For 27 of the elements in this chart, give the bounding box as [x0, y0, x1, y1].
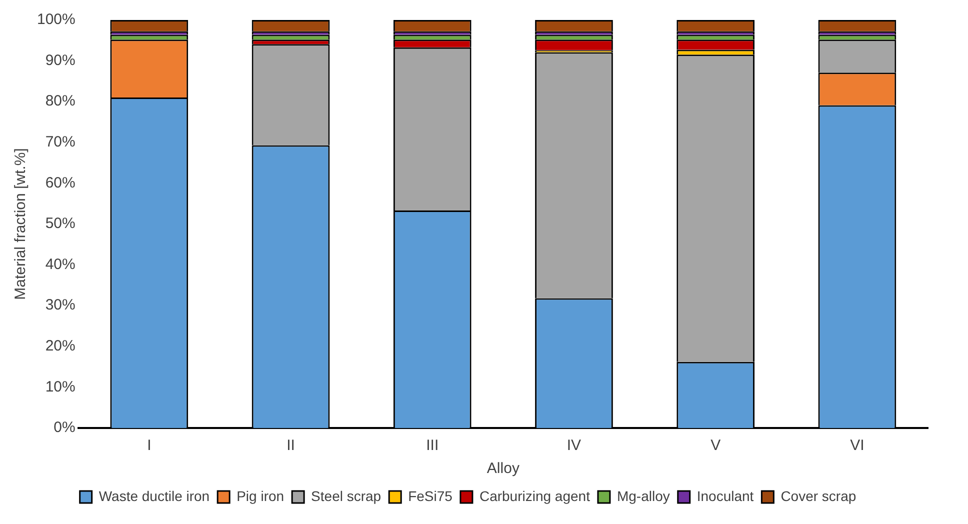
x-tick-label: III [426, 437, 439, 454]
legend-label: FeSi75 [408, 488, 453, 504]
y-tick-label: 30% [45, 296, 76, 314]
y-tick-label: 60% [45, 174, 76, 192]
legend-label: Pig iron [236, 488, 284, 504]
legend-label: Mg-alloy [616, 488, 670, 504]
y-tick-label: 100% [36, 11, 76, 28]
y-axis-title: Material fraction [wt.%] [12, 148, 30, 300]
x-tick-label: II [286, 437, 295, 454]
x-tick-label: VI [850, 437, 864, 454]
y-tick-label: 10% [45, 378, 76, 396]
x-axis-title: Alloy [486, 460, 520, 478]
x-tick-label: IV [566, 437, 582, 454]
legend-label: Waste ductile iron [98, 488, 210, 504]
y-tick-label: 70% [45, 134, 76, 151]
legend-label: Cover scrap [780, 488, 856, 504]
legend-label: Carburizing agent [479, 488, 590, 504]
y-tick-label: 40% [45, 256, 76, 273]
x-tick-label: I [147, 437, 152, 454]
y-tick-label: 50% [45, 215, 76, 232]
legend-label: Inoculant [696, 488, 754, 504]
x-tick-label: V [710, 437, 721, 454]
y-tick-label: 90% [45, 52, 76, 69]
y-tick-label: 80% [45, 92, 76, 110]
legend-label: Steel scrap [311, 488, 382, 504]
y-tick-label: 20% [45, 338, 76, 355]
y-tick-label: 0% [54, 419, 76, 436]
